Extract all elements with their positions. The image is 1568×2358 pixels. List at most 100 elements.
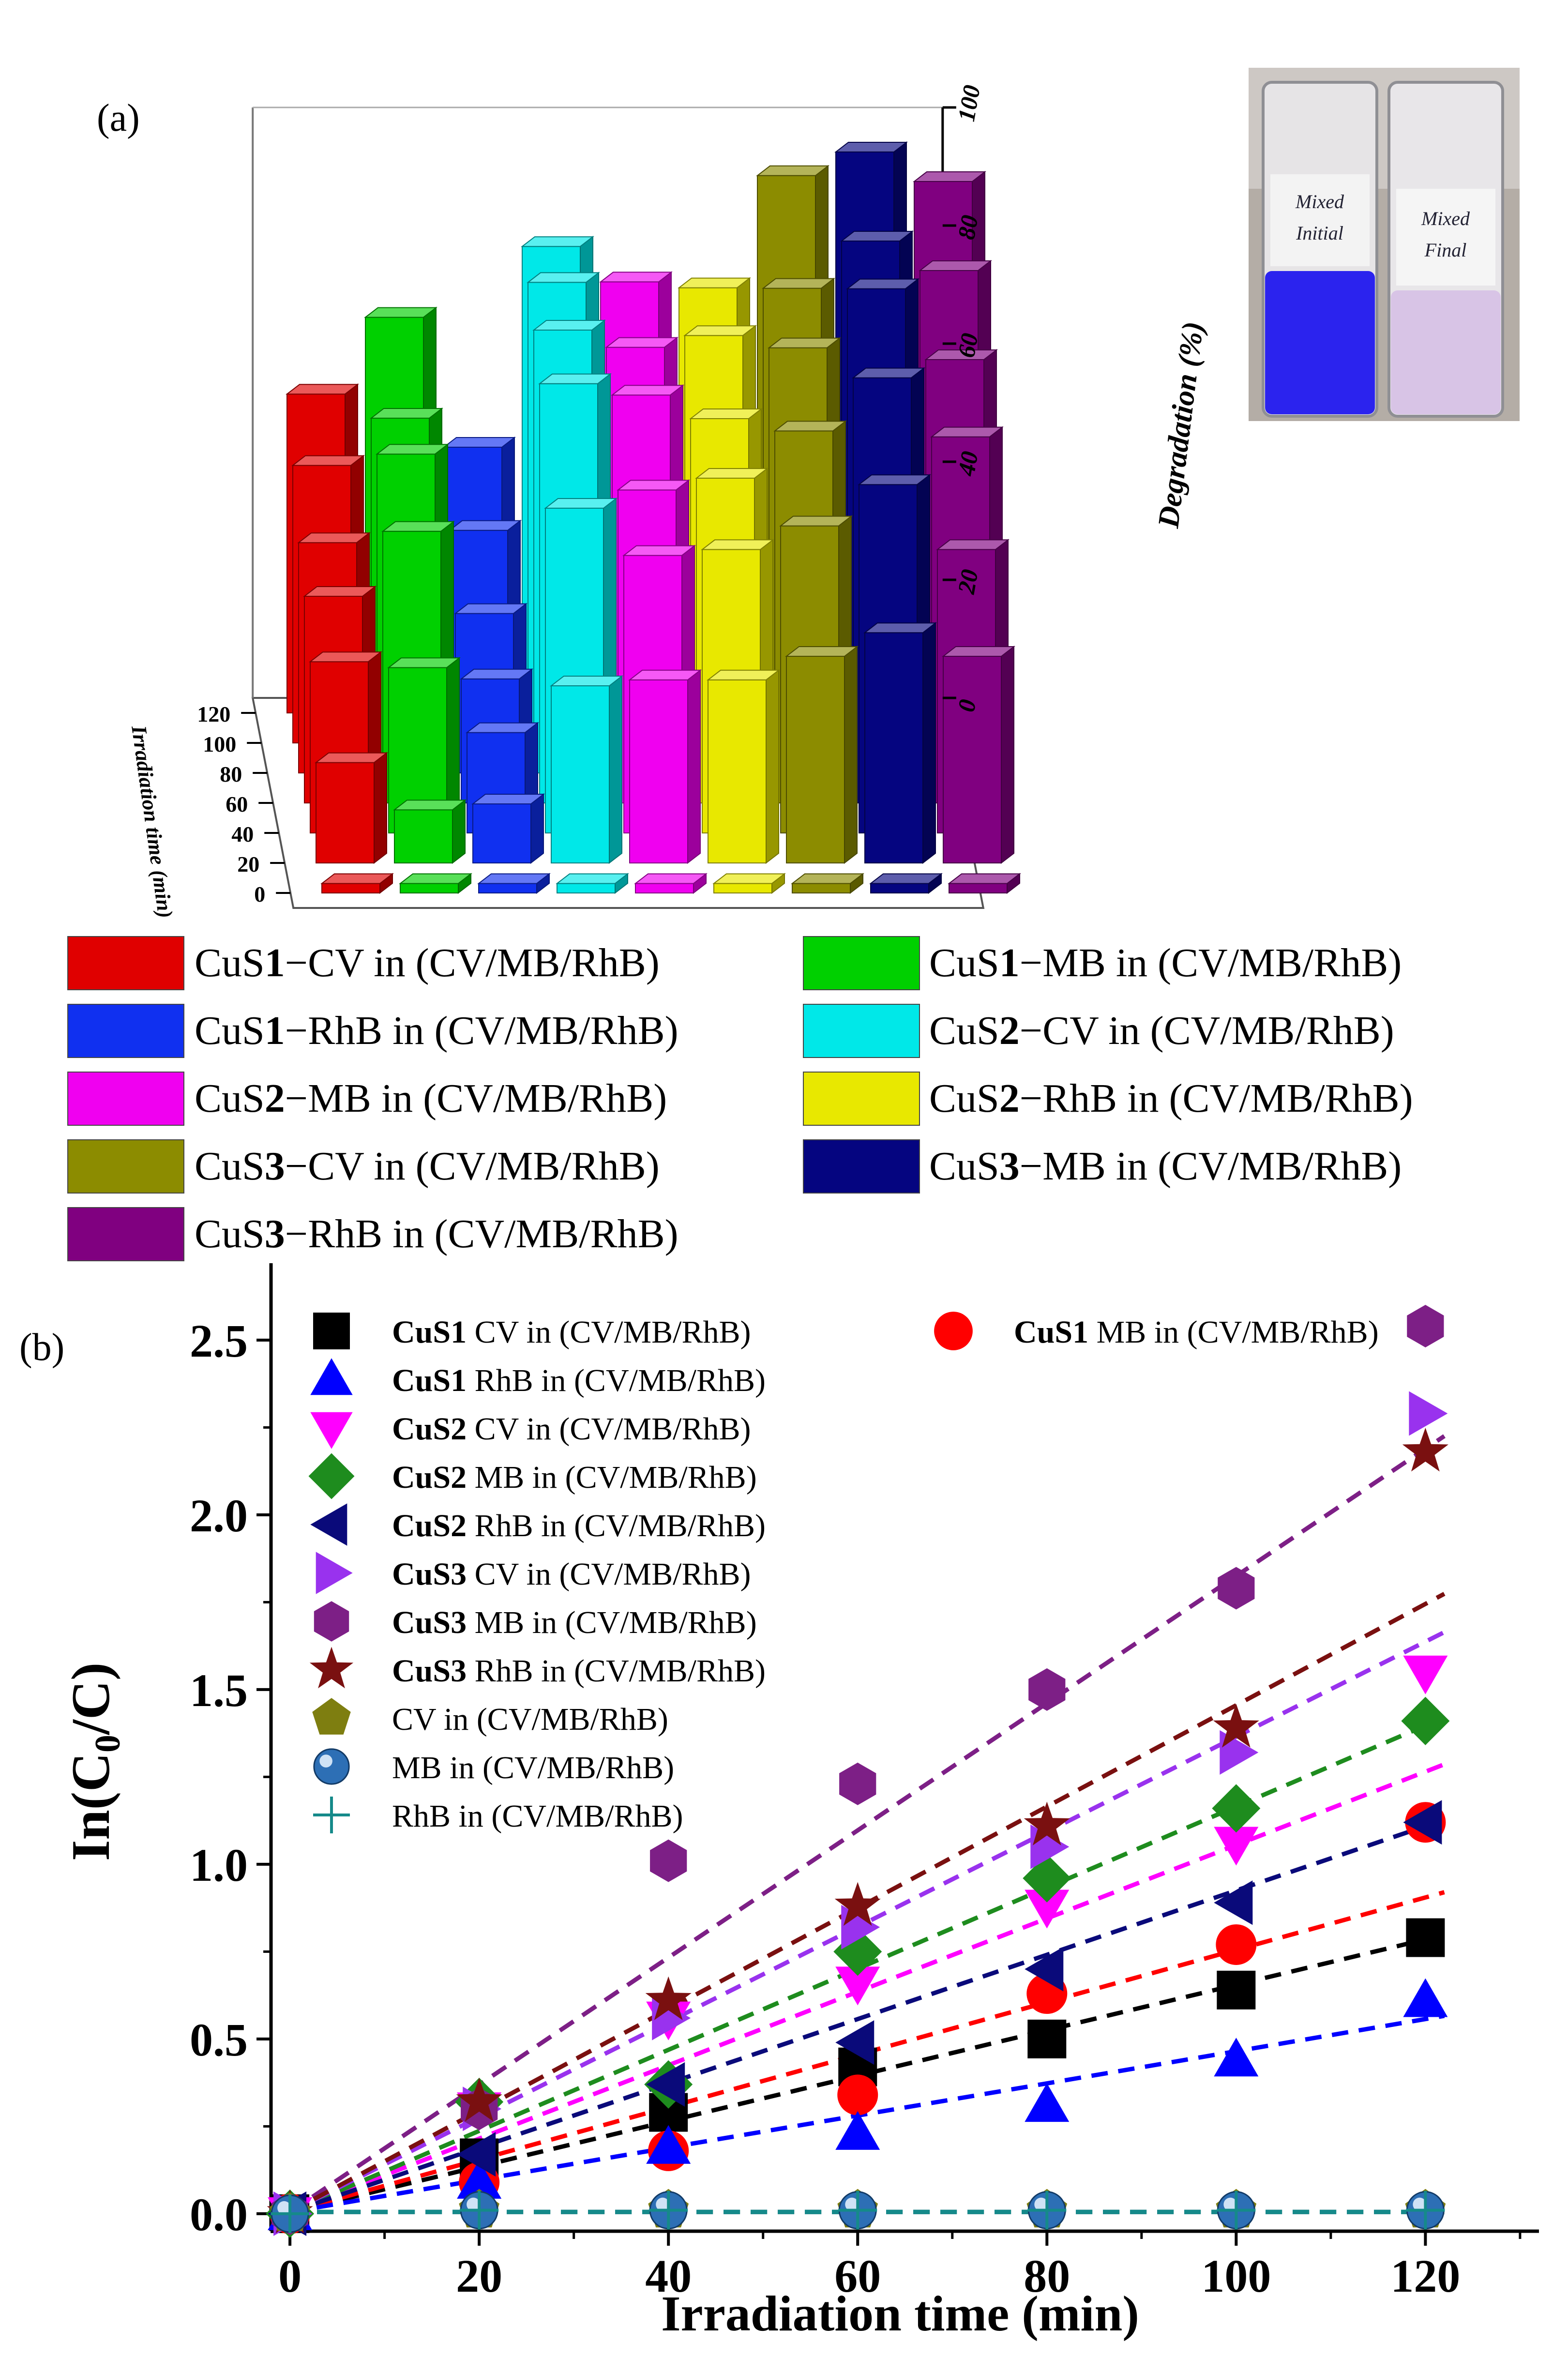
legend-bold: CuS1 [1014,1315,1088,1350]
legend-rest: −MB in (CV/MB/RhB) [1020,1144,1402,1189]
panel-b-legend-item: CuS3 RhB in (CV/MB/RhB) [309,1647,766,1689]
bar-front-face [864,632,923,863]
marker-sphere [313,1748,350,1785]
panel-b-legend-label: CV in (CV/MB/RhB) [392,1702,668,1737]
marker-star [1213,1704,1259,1748]
bar-4-0 [634,873,708,894]
bar-top-face [701,539,774,550]
panel-b-y-tick-label: 2.5 [190,1315,248,1367]
bar-1-0 [399,873,472,894]
sphere-highlight [467,2197,481,2211]
bar-top-face [442,437,516,448]
bar-7-1 [863,622,937,864]
legend-bold: CuS2 [392,1508,467,1543]
marker-star [309,1647,354,1689]
bar-front-face [870,883,929,893]
marker-triangle-up [646,2125,691,2164]
panel-a-legend-swatch [67,1139,184,1194]
legend-prefix: CuS [195,1076,265,1121]
legend-prefix: CuS [195,1144,265,1189]
legend-rest: RhB in (CV/MB/RhB) [392,1799,683,1834]
bar-top-face [605,337,678,348]
bar-side-face [374,752,387,864]
panel-a-legend-label: CuS2−MB in (CV/MB/RhB) [195,1076,667,1121]
left-vial-label [1270,174,1370,266]
panel-a-time-tick-label: 20 [237,852,259,877]
panel-b-legend-label: CuS1 RhB in (CV/MB/RhB) [392,1363,766,1398]
marker-diamond [1212,1784,1261,1833]
marker-hexagon [1028,1668,1066,1711]
bar-top-face [286,384,359,395]
marker-triangle-up [310,1358,353,1395]
panel-b-legend-item: MB in (CV/MB/RhB) [313,1748,674,1785]
marker-triangle-left [1025,1947,1064,1992]
legend-rest: −MB in (CV/MB/RhB) [285,1076,667,1121]
bar-front-face [316,762,375,863]
bar-top-face [315,752,388,763]
legend-prefix: CuS [929,1076,999,1121]
legend-prefix: CuS [929,1144,999,1189]
panel-b-legend-item: CuS1 MB in (CV/MB/RhB) [934,1312,1379,1350]
marker-diamond [308,1453,355,1499]
legend-rest: RhB in (CV/MB/RhB) [467,1653,766,1689]
legend-rest: CV in (CV/MB/RhB) [467,1315,751,1350]
marker-triangle-up [457,2160,502,2199]
legend-rest: MB in (CV/MB/RhB) [1088,1315,1379,1350]
bar-side-face [1001,645,1014,864]
bar-top-face [689,408,763,419]
bar-top-face [364,307,437,318]
marker-triangle-up [835,2111,880,2150]
bar-top-face [538,373,612,384]
bar-top-face [291,455,365,466]
panel-b-x-tick-label: 120 [1390,2250,1460,2302]
panel-b-x-axis-title: Irradiation time (min) [661,2286,1139,2342]
panel-b-x-tick-label: 80 [1024,2250,1070,2302]
bar-5-1 [707,669,780,864]
marker-star [1402,1427,1448,1472]
panel-a-z-axis-title: Degradation (%) [1152,320,1210,530]
bar-top-face [532,320,606,331]
legend-number: 2 [999,1008,1020,1053]
marker-triangle-left [835,2020,874,2065]
panel-b-x-tick-label: 20 [456,2250,502,2302]
bar-top-face [622,545,696,556]
bar-top-face [303,586,377,597]
bar-front-face [478,883,537,893]
bar-top-face [863,622,937,634]
bar-side-face [844,645,858,864]
legend-prefix: CuS [929,940,999,985]
bar-front-face [949,883,1008,893]
panel-a-legend-item: CuS2−RhB in (CV/MB/RhB) [803,1072,1413,1126]
panel-b-legend-item: CuS2 CV in (CV/MB/RhB) [310,1411,751,1449]
bar-top-face [320,873,394,884]
panel-a-legend-swatch [803,936,920,990]
bar-top-face [628,669,702,680]
bar-top-face [785,646,859,657]
marker-square [313,1313,350,1349]
panel-a-z-tick-label: 100 [952,83,985,123]
marker-plus [838,2191,877,2230]
legend-number: 3 [265,1144,285,1189]
legend-prefix: CuS [195,940,265,985]
bar-top-face [599,272,673,283]
bar-top-face [387,657,461,668]
marker-hexagon [314,1601,349,1642]
panel-b-y-title-sub: 0 [88,1735,128,1753]
marker-triangle-up [1214,2038,1259,2077]
legend-bold: CuS2 [392,1460,467,1495]
panel-b-x-tick-label: 60 [834,2250,881,2302]
panel-a-legend-item: CuS1−RhB in (CV/MB/RhB) [67,1004,678,1058]
bar-top-face [678,277,751,288]
panel-a-z-tick-label: 40 [952,449,983,478]
bar-top-face [477,873,551,884]
legend-number: 2 [265,1076,285,1121]
bar-top-face [913,171,986,182]
legend-rest: MB in (CV/MB/RhB) [392,1750,674,1785]
panel-b-legend-label: CuS1 CV in (CV/MB/RhB) [392,1315,751,1350]
marker-hexagon [839,1762,876,1805]
bar-top-face [712,873,786,884]
bar-top-face [393,800,467,811]
sphere-body [313,1748,350,1785]
bar-front-face [792,883,851,893]
marker-star [645,1976,692,2020]
